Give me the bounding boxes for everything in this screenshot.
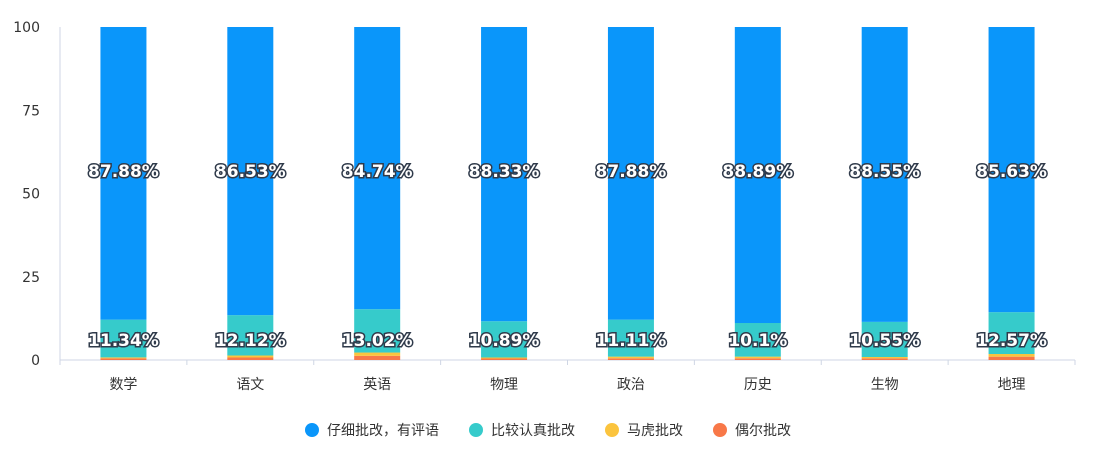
bar-segment [227, 355, 274, 358]
data-label: 10.89% [469, 331, 540, 351]
bar-segment [481, 357, 528, 359]
y-tick-label: 0 [31, 353, 40, 369]
y-tick-label: 50 [22, 187, 40, 203]
bar-segment [861, 357, 908, 359]
bar-segment [100, 358, 147, 360]
data-label: 11.34% [88, 331, 159, 351]
data-label: 13.02% [342, 331, 413, 351]
data-label: 10.55% [849, 331, 920, 351]
legend-item[interactable]: 比较认真批改 [469, 420, 575, 440]
bar-segment [734, 358, 781, 360]
data-label: 85.63% [976, 162, 1047, 182]
bar-segment [227, 315, 274, 356]
y-tick-label: 75 [22, 103, 40, 119]
legend-marker [469, 423, 483, 437]
bar-segment [481, 27, 528, 322]
legend-label: 比较认真批改 [491, 423, 575, 439]
bar-segment [100, 27, 147, 320]
bar-segment [607, 27, 654, 320]
bar-segment [354, 355, 401, 360]
bar-segment [354, 27, 401, 310]
bar-segment [607, 356, 654, 359]
data-label: 12.57% [976, 331, 1047, 351]
legend-item[interactable]: 偶尔批改 [713, 420, 791, 440]
bar-segment [481, 358, 528, 360]
stacked-bar-chart: 0 25 50 75 100 数学 语文 英语 物理 政治 历史 生物 地理 87.88% 11.34% 86… [13, 20, 1076, 393]
y-tick-label: 25 [22, 270, 40, 286]
bar-segment [354, 352, 401, 356]
x-tick-label: 英语 [363, 376, 391, 393]
x-tick-label: 政治 [617, 377, 645, 393]
legend-label: 偶尔批改 [735, 423, 791, 439]
bar-segment [227, 357, 274, 360]
legend-marker [713, 423, 727, 437]
y-tick-label: 100 [13, 20, 40, 36]
x-tick-label: 生物 [871, 377, 899, 393]
data-label: 87.88% [596, 162, 667, 182]
bar-segment [988, 354, 1035, 357]
bar-segment [734, 356, 781, 359]
bar-segment [861, 27, 908, 322]
legend-item[interactable]: 马虎批改 [605, 420, 683, 440]
bar-segment [988, 356, 1035, 360]
bar-segment [100, 357, 147, 359]
bar-segment [354, 309, 401, 353]
bar-segment [734, 27, 781, 324]
data-label: 88.89% [722, 162, 793, 182]
x-tick-label: 数学 [109, 377, 137, 393]
bar-segment [988, 312, 1035, 355]
data-label: 88.33% [469, 162, 540, 182]
bar-segment [861, 358, 908, 360]
data-label: 88.55% [849, 162, 920, 182]
legend-item[interactable]: 仔细批改，有评语 [305, 420, 439, 440]
data-label: 84.74% [342, 162, 413, 182]
bar-segment [100, 319, 147, 358]
x-tick-label: 物理 [490, 377, 518, 393]
bar-segment [607, 319, 654, 357]
legend-marker [605, 423, 619, 437]
data-label: 87.88% [88, 162, 159, 182]
bar-segment [988, 27, 1035, 313]
data-label: 86.53% [215, 162, 286, 182]
data-label: 10.1% [728, 331, 787, 351]
legend-label: 仔细批改，有评语 [327, 423, 439, 439]
legend: 仔细批改，有评语 比较认真批改 马虎批改 偶尔批改 [0, 420, 1096, 440]
data-label: 12.12% [215, 331, 286, 351]
bar-segment [481, 321, 528, 358]
legend-marker [305, 423, 319, 437]
x-tick-label: 历史 [744, 377, 772, 393]
bar-segment [734, 323, 781, 357]
legend-label: 马虎批改 [627, 423, 683, 439]
x-tick-label: 语文 [236, 377, 264, 393]
bar-segment [861, 321, 908, 358]
data-label: 11.11% [596, 331, 667, 351]
bar-segment [227, 27, 274, 316]
bar-segment [607, 358, 654, 360]
x-tick-label: 地理 [998, 377, 1026, 393]
